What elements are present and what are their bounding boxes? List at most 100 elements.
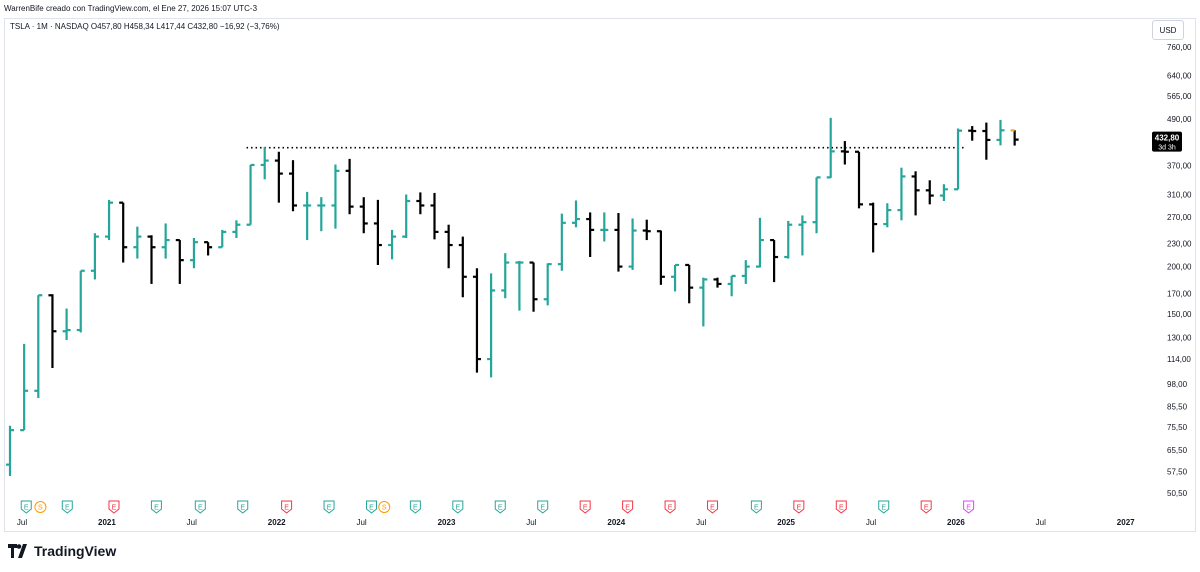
ohlc-bar[interactable] xyxy=(727,274,736,297)
earnings-event-marker[interactable]: E xyxy=(878,500,890,514)
earnings-event-marker[interactable]: E xyxy=(194,500,206,514)
ohlc-bar[interactable] xyxy=(897,167,906,221)
ohlc-bar[interactable] xyxy=(968,126,977,141)
symbol-legend[interactable]: TSLA · 1M · NASDAQ O457,80 H458,34 L417,… xyxy=(10,22,280,31)
ohlc-bar[interactable] xyxy=(755,217,764,268)
ohlc-bar[interactable] xyxy=(48,294,57,368)
ohlc-bar[interactable] xyxy=(303,191,312,241)
earnings-event-marker[interactable]: E xyxy=(750,500,762,514)
ohlc-bar[interactable] xyxy=(1010,129,1019,146)
ohlc-bar[interactable] xyxy=(34,294,43,398)
ohlc-bar[interactable] xyxy=(430,192,439,240)
split-event-marker[interactable]: S xyxy=(378,501,391,513)
ohlc-bar[interactable] xyxy=(543,263,552,306)
ohlc-bar[interactable] xyxy=(699,277,708,327)
ohlc-bar[interactable] xyxy=(416,192,425,215)
ohlc-bar[interactable] xyxy=(883,203,892,228)
split-event-marker[interactable]: S xyxy=(34,501,47,513)
ohlc-bar[interactable] xyxy=(289,160,297,212)
ohlc-bar[interactable] xyxy=(812,176,821,234)
last-price-tag[interactable] xyxy=(1152,131,1182,152)
ohlc-bar[interactable] xyxy=(20,343,29,432)
ohlc-bar[interactable] xyxy=(939,184,948,202)
ohlc-bar[interactable] xyxy=(119,201,128,263)
earnings-event-marker[interactable]: E xyxy=(366,500,378,514)
ohlc-bar[interactable] xyxy=(770,238,779,283)
earnings-event-marker[interactable]: E xyxy=(793,500,805,514)
ohlc-bar[interactable] xyxy=(925,180,934,205)
earnings-event-marker[interactable]: E xyxy=(664,500,676,514)
ohlc-bar[interactable] xyxy=(133,226,142,259)
ohlc-bar[interactable] xyxy=(444,224,453,269)
earnings-event-marker[interactable]: E xyxy=(537,500,549,514)
ohlc-bar[interactable] xyxy=(713,277,722,288)
tradingview-brand[interactable]: TradingView xyxy=(8,543,116,559)
ohlc-bar[interactable] xyxy=(954,128,963,191)
earnings-event-marker[interactable]: E xyxy=(963,500,975,514)
ohlc-bar[interactable] xyxy=(317,197,326,232)
ohlc-bar[interactable] xyxy=(189,237,198,269)
ohlc-bar[interactable] xyxy=(685,263,694,304)
earnings-event-marker[interactable]: E xyxy=(622,500,634,514)
ohlc-bar[interactable] xyxy=(175,238,184,284)
ohlc-bar[interactable] xyxy=(402,194,411,238)
ohlc-bar[interactable] xyxy=(501,253,510,299)
ohlc-bar[interactable] xyxy=(911,171,920,216)
ohlc-bar[interactable] xyxy=(218,229,227,249)
earnings-event-marker[interactable]: E xyxy=(281,500,293,514)
ohlc-bar[interactable] xyxy=(826,117,835,179)
ohlc-bar[interactable] xyxy=(741,260,750,284)
ohlc-bar[interactable] xyxy=(388,229,397,260)
ohlc-bar[interactable] xyxy=(642,219,651,241)
earnings-event-marker[interactable]: E xyxy=(409,500,421,514)
earnings-event-marker[interactable]: E xyxy=(707,500,719,514)
ohlc-bar[interactable] xyxy=(472,268,481,373)
earnings-event-marker[interactable]: E xyxy=(494,500,506,514)
earnings-event-marker[interactable]: E xyxy=(20,500,32,514)
ohlc-bar[interactable] xyxy=(204,241,213,256)
ohlc-bar[interactable] xyxy=(345,158,354,215)
ohlc-bar[interactable] xyxy=(232,220,241,238)
ohlc-bar[interactable] xyxy=(671,263,680,292)
earnings-event-marker[interactable]: E xyxy=(237,500,249,514)
earnings-event-marker[interactable]: E xyxy=(452,500,464,514)
ohlc-bar[interactable] xyxy=(161,223,170,259)
ohlc-bar[interactable] xyxy=(76,269,85,333)
ohlc-bar[interactable] xyxy=(246,163,255,226)
ohlc-bar[interactable] xyxy=(600,212,609,242)
ohlc-bar[interactable] xyxy=(529,261,538,312)
ohlc-bar[interactable] xyxy=(90,233,99,280)
ohlc-bar[interactable] xyxy=(105,199,114,241)
ohlc-bar[interactable] xyxy=(784,220,793,259)
ohlc-bar[interactable] xyxy=(982,122,991,160)
ohlc-bar[interactable] xyxy=(557,213,566,271)
ohlc-bar[interactable] xyxy=(331,164,340,229)
ohlc-bar[interactable] xyxy=(572,200,580,228)
ohlc-bar[interactable] xyxy=(869,202,878,253)
ohlc-bar[interactable] xyxy=(274,151,283,203)
ohlc-bar[interactable] xyxy=(458,236,467,298)
ohlc-bar[interactable] xyxy=(614,213,623,272)
ohlc-bar[interactable] xyxy=(840,141,849,165)
ohlc-bar[interactable] xyxy=(515,260,524,311)
ohlc-bar[interactable] xyxy=(373,199,382,265)
earnings-event-marker[interactable]: E xyxy=(61,500,73,514)
earnings-event-marker[interactable]: E xyxy=(920,500,932,514)
ohlc-bar[interactable] xyxy=(62,308,71,341)
ohlc-bar[interactable] xyxy=(359,197,368,234)
earnings-event-marker[interactable]: E xyxy=(108,500,120,514)
currency-button[interactable]: USD xyxy=(1152,20,1184,40)
ohlc-bar[interactable] xyxy=(260,146,269,180)
ohlc-bar[interactable] xyxy=(628,218,637,270)
earnings-event-marker[interactable]: E xyxy=(323,500,335,514)
earnings-event-marker[interactable]: E xyxy=(579,500,591,514)
ohlc-bar[interactable] xyxy=(586,212,595,258)
ohlc-bar[interactable] xyxy=(798,215,807,256)
ohlc-bar[interactable] xyxy=(855,150,863,209)
ohlc-bar[interactable] xyxy=(996,119,1005,146)
ohlc-bar[interactable] xyxy=(487,273,496,378)
ohlc-bar[interactable] xyxy=(656,230,665,285)
earnings-event-marker[interactable]: E xyxy=(835,500,847,514)
ohlc-bar[interactable] xyxy=(6,425,14,476)
